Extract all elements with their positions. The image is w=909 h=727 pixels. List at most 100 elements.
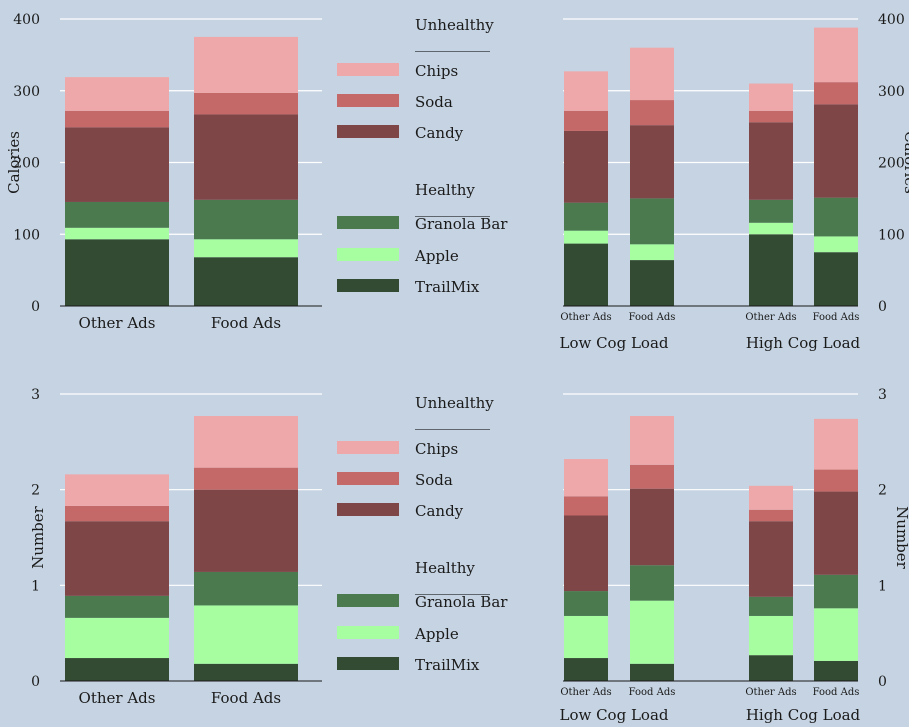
bar-segment-trailmix bbox=[630, 663, 674, 681]
y-tick-label: 400 bbox=[13, 12, 40, 28]
bar-segment-trailmix bbox=[564, 658, 608, 681]
legend-label-apple: Apple bbox=[414, 625, 459, 643]
group-label: High Cog Load bbox=[746, 334, 861, 352]
bar-segment-granola-bar bbox=[564, 591, 608, 616]
bar-segment-chips bbox=[814, 27, 858, 83]
bar-segment-apple bbox=[749, 222, 793, 235]
group-label: Low Cog Load bbox=[559, 706, 668, 723]
legend-label-apple: Apple bbox=[414, 247, 459, 265]
legend-underline: __________ bbox=[415, 199, 491, 217]
x-tick-label: Other Ads bbox=[79, 314, 156, 332]
chart-calories-overall: 0 100 200 300 400 Calories Other Ads Food Ads bbox=[5, 12, 322, 332]
bar-segment-soda bbox=[564, 496, 608, 516]
bar-segment-granola-bar bbox=[630, 198, 674, 245]
chart-calories-by-load: 0 100 200 300 400 Calories Other Ads Food Ads Ot… bbox=[559, 12, 909, 352]
bar-segment-candy bbox=[749, 521, 793, 597]
bar-segment-chips bbox=[194, 36, 298, 93]
bar-segment-granola-bar bbox=[194, 571, 298, 606]
y-tick-label: 2 bbox=[31, 483, 40, 499]
bar-segment-apple bbox=[194, 605, 298, 664]
y-axis-label: Calories bbox=[5, 131, 23, 194]
bar-segment-apple bbox=[749, 615, 793, 656]
bar-segment-trailmix bbox=[814, 660, 858, 681]
bar-segment-apple bbox=[564, 230, 608, 244]
legend-heading-healthy: Healthy bbox=[415, 181, 475, 199]
legend-label-soda: Soda bbox=[415, 471, 453, 489]
y-tick-label: 0 bbox=[31, 299, 40, 315]
bar-segment-chips bbox=[65, 77, 169, 111]
bar-segment-granola-bar bbox=[194, 199, 298, 240]
group-label: High Cog Load bbox=[746, 706, 861, 723]
bar-segment-soda bbox=[814, 82, 858, 105]
y-tick-label: 1 bbox=[878, 578, 887, 594]
bar-segment-apple bbox=[814, 608, 858, 661]
legend-swatch-apple bbox=[337, 626, 399, 639]
bar-segment-granola-bar bbox=[814, 197, 858, 237]
bar-segment-apple bbox=[65, 227, 169, 240]
bar-segment-soda bbox=[814, 469, 858, 492]
bar-segment-soda bbox=[749, 110, 793, 123]
y-tick-label: 200 bbox=[878, 156, 905, 172]
legend-swatch-granola-bar bbox=[337, 594, 399, 607]
bar-segment-chips bbox=[564, 71, 608, 111]
legend-bottom: Unhealthy__________ChipsSodaCandyHealthy… bbox=[337, 394, 508, 674]
x-tick-label: Food Ads bbox=[211, 689, 281, 707]
bar-segment-chips bbox=[749, 83, 793, 111]
x-tick-label: Other Ads bbox=[79, 689, 156, 707]
bar-segment-trailmix bbox=[194, 663, 298, 681]
bar-segment-candy bbox=[65, 521, 169, 596]
x-tick-label: Food Ads bbox=[813, 687, 860, 698]
legend-heading-unhealthy: Unhealthy bbox=[415, 16, 494, 34]
legend-label-chips: Chips bbox=[415, 440, 458, 458]
legend-label-trailmix: TrailMix bbox=[415, 656, 480, 674]
x-tick-label: Food Ads bbox=[629, 312, 676, 323]
chart-number-by-load: 0 1 2 3 Number Other Ads Food Ads Other Ads Food… bbox=[559, 387, 909, 724]
bar-segment-granola-bar bbox=[749, 596, 793, 616]
bar-segment-trailmix bbox=[814, 252, 858, 306]
chart-number-overall: 0 1 2 3 Number Other Ads Food Ads bbox=[29, 387, 322, 707]
bar-segment-candy bbox=[814, 491, 858, 575]
bar-segment-chips bbox=[630, 416, 674, 465]
legend-label-chips: Chips bbox=[415, 62, 458, 80]
bar-segment-trailmix bbox=[564, 243, 608, 306]
bar-segment-candy bbox=[749, 122, 793, 200]
legend-label-soda: Soda bbox=[415, 93, 453, 111]
bar-segment-apple bbox=[194, 239, 298, 258]
bar-segment-chips bbox=[65, 474, 169, 506]
x-tick-label: Food Ads bbox=[629, 687, 676, 698]
bar-segment-candy bbox=[630, 125, 674, 199]
y-tick-label: 100 bbox=[878, 227, 905, 243]
x-tick-label: Other Ads bbox=[560, 312, 611, 323]
legend-label-trailmix: TrailMix bbox=[415, 278, 480, 296]
y-axis-label: Number bbox=[29, 505, 47, 568]
y-tick-label: 300 bbox=[878, 84, 905, 100]
legend-swatch-trailmix bbox=[337, 279, 399, 292]
bar-segment-soda bbox=[630, 100, 674, 126]
bar-segment-soda bbox=[630, 464, 674, 489]
legend-swatch-candy bbox=[337, 125, 399, 138]
bar-segment-soda bbox=[65, 110, 169, 128]
bar-segment-chips bbox=[194, 416, 298, 468]
bar-segment-granola-bar bbox=[630, 565, 674, 601]
y-axis-label: Calories bbox=[901, 131, 909, 194]
y-tick-label: 1 bbox=[31, 578, 40, 594]
legend-label-candy: Candy bbox=[415, 124, 464, 142]
y-tick-label: 0 bbox=[31, 674, 40, 690]
y-tick-label: 2 bbox=[878, 483, 887, 499]
legend-swatch-candy bbox=[337, 503, 399, 516]
bar-segment-soda bbox=[194, 467, 298, 490]
bar-segment-chips bbox=[564, 459, 608, 497]
legend-swatch-apple bbox=[337, 248, 399, 261]
bar-segment-apple bbox=[814, 236, 858, 253]
bar-segment-trailmix bbox=[65, 658, 169, 681]
y-tick-label: 400 bbox=[878, 12, 905, 28]
legend-label-granola-bar: Granola Bar bbox=[415, 215, 508, 233]
bar-segment-trailmix bbox=[65, 239, 169, 306]
bar-segment-candy bbox=[630, 488, 674, 566]
y-tick-label: 3 bbox=[878, 387, 887, 403]
legend-swatch-soda bbox=[337, 94, 399, 107]
bar-segment-candy bbox=[564, 130, 608, 203]
y-tick-label: 0 bbox=[878, 674, 887, 690]
group-label: Low Cog Load bbox=[559, 334, 668, 352]
